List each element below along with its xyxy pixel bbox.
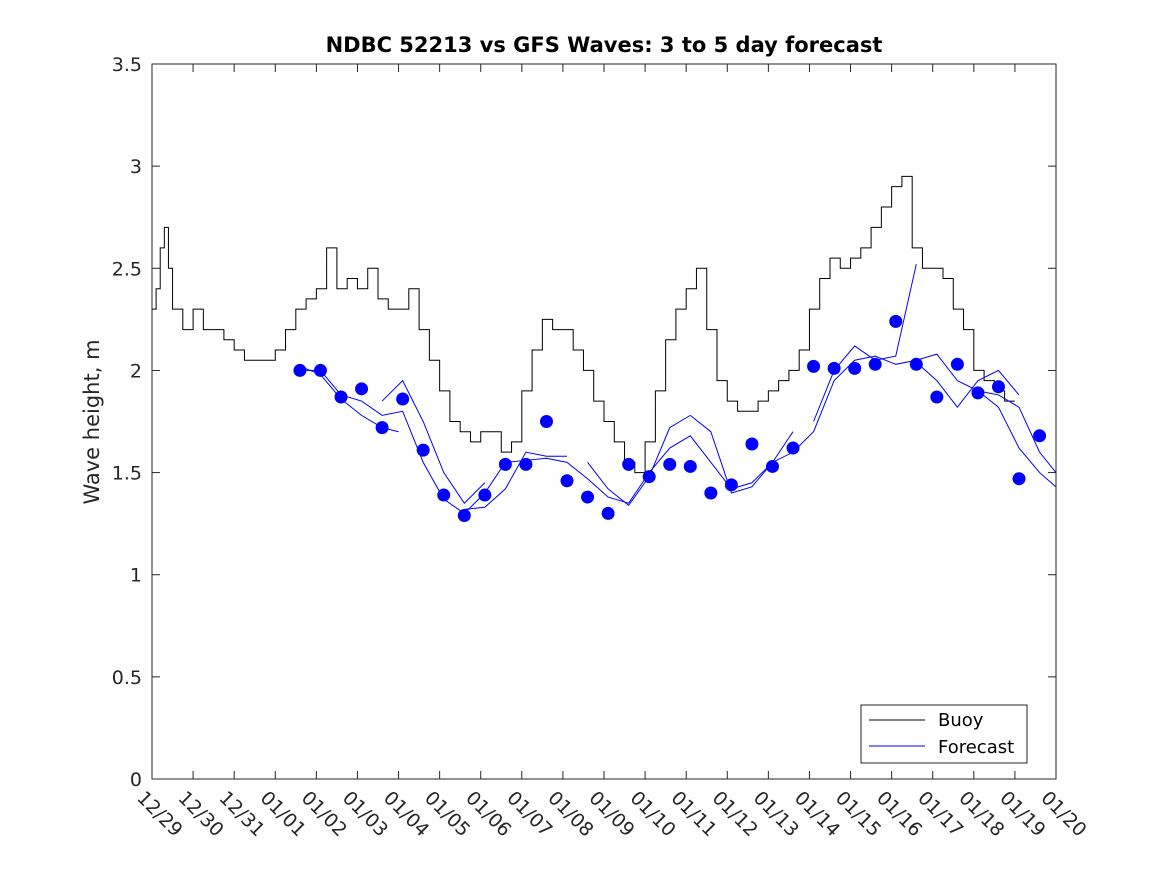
forecast-marker-point: [416, 443, 430, 457]
forecast-marker-point: [457, 508, 471, 522]
forecast-marker-point: [930, 390, 944, 404]
forecast-marker-point: [622, 457, 636, 471]
y-tick-label: 0.5: [112, 667, 142, 689]
forecast-marker-point: [704, 486, 718, 500]
forecast-marker-point: [642, 470, 656, 484]
forecast-marker-point: [868, 357, 882, 371]
y-tick-label: 3.5: [112, 54, 142, 76]
forecast-marker-point: [889, 314, 903, 328]
forecast-marker-point: [786, 441, 800, 455]
legend-box: [860, 704, 1028, 764]
forecast-marker-point: [581, 490, 595, 504]
y-tick-label: 1.5: [112, 463, 142, 485]
y-tick-label: 1: [130, 565, 142, 587]
forecast-marker-point: [355, 382, 369, 396]
chart-title: NDBC 52213 vs GFS Waves: 3 to 5 day fore…: [326, 33, 883, 57]
forecast-segment-line: [381, 379, 486, 504]
forecast-segment-line: [915, 361, 1020, 409]
forecast-marker-point: [478, 488, 492, 502]
forecast-marker-point: [827, 361, 841, 375]
y-tick-label: 3: [130, 156, 142, 178]
y-axis-label: Wave height, m: [80, 339, 104, 504]
forecast-marker-point: [437, 488, 451, 502]
forecast-marker-point: [539, 415, 553, 428]
y-tick-labels: 0 0.5 1 1.5 2 2.5 3 3.5: [112, 54, 142, 791]
forecast-marker-point: [991, 380, 1005, 394]
forecast-marker-point: [971, 386, 985, 400]
legend: Buoy Forecast: [860, 704, 1028, 764]
forecast-marker-point: [745, 437, 759, 451]
forecast-segment-line: [689, 414, 794, 494]
forecast-marker-point: [375, 421, 389, 435]
y-tick-label: 2.5: [112, 258, 142, 280]
forecast-marker-point: [807, 359, 821, 373]
forecast-marker-point: [519, 457, 533, 471]
forecast-segment-line: [587, 414, 691, 506]
forecast-marker-point: [293, 363, 307, 377]
forecast-marker-point: [334, 390, 348, 404]
forecast-series-line: [299, 353, 1057, 515]
axis-ticks: [152, 63, 1056, 780]
forecast-marker-point: [848, 361, 862, 375]
forecast-marker-point: [396, 392, 410, 406]
y-tick-label: 2: [130, 360, 142, 382]
forecast-marker-point: [724, 478, 738, 492]
forecast-marker-point: [663, 457, 677, 471]
forecast-marker-point: [909, 357, 923, 371]
forecast-segment-line: [464, 451, 568, 510]
forecast-segment-line: [977, 390, 1057, 488]
forecast-marker-point: [601, 506, 615, 520]
forecast-segment-line: [813, 264, 917, 422]
series-layer: [152, 175, 1057, 522]
forecast-marker-point: [683, 459, 697, 473]
forecast-marker-point: [313, 363, 327, 377]
forecast-marker-point: [1012, 472, 1026, 486]
buoy-series-line: [152, 175, 1015, 474]
forecast-marker-point: [765, 459, 779, 473]
forecast-marker-point: [1033, 429, 1047, 443]
y-tick-label: 0: [130, 769, 142, 791]
forecast-marker-point: [950, 357, 964, 371]
legend-buoy-label: Buoy: [938, 710, 984, 731]
forecast-marker-point: [498, 457, 512, 471]
forecast-marker-point: [560, 474, 574, 488]
legend-forecast-label: Forecast: [938, 737, 1014, 758]
